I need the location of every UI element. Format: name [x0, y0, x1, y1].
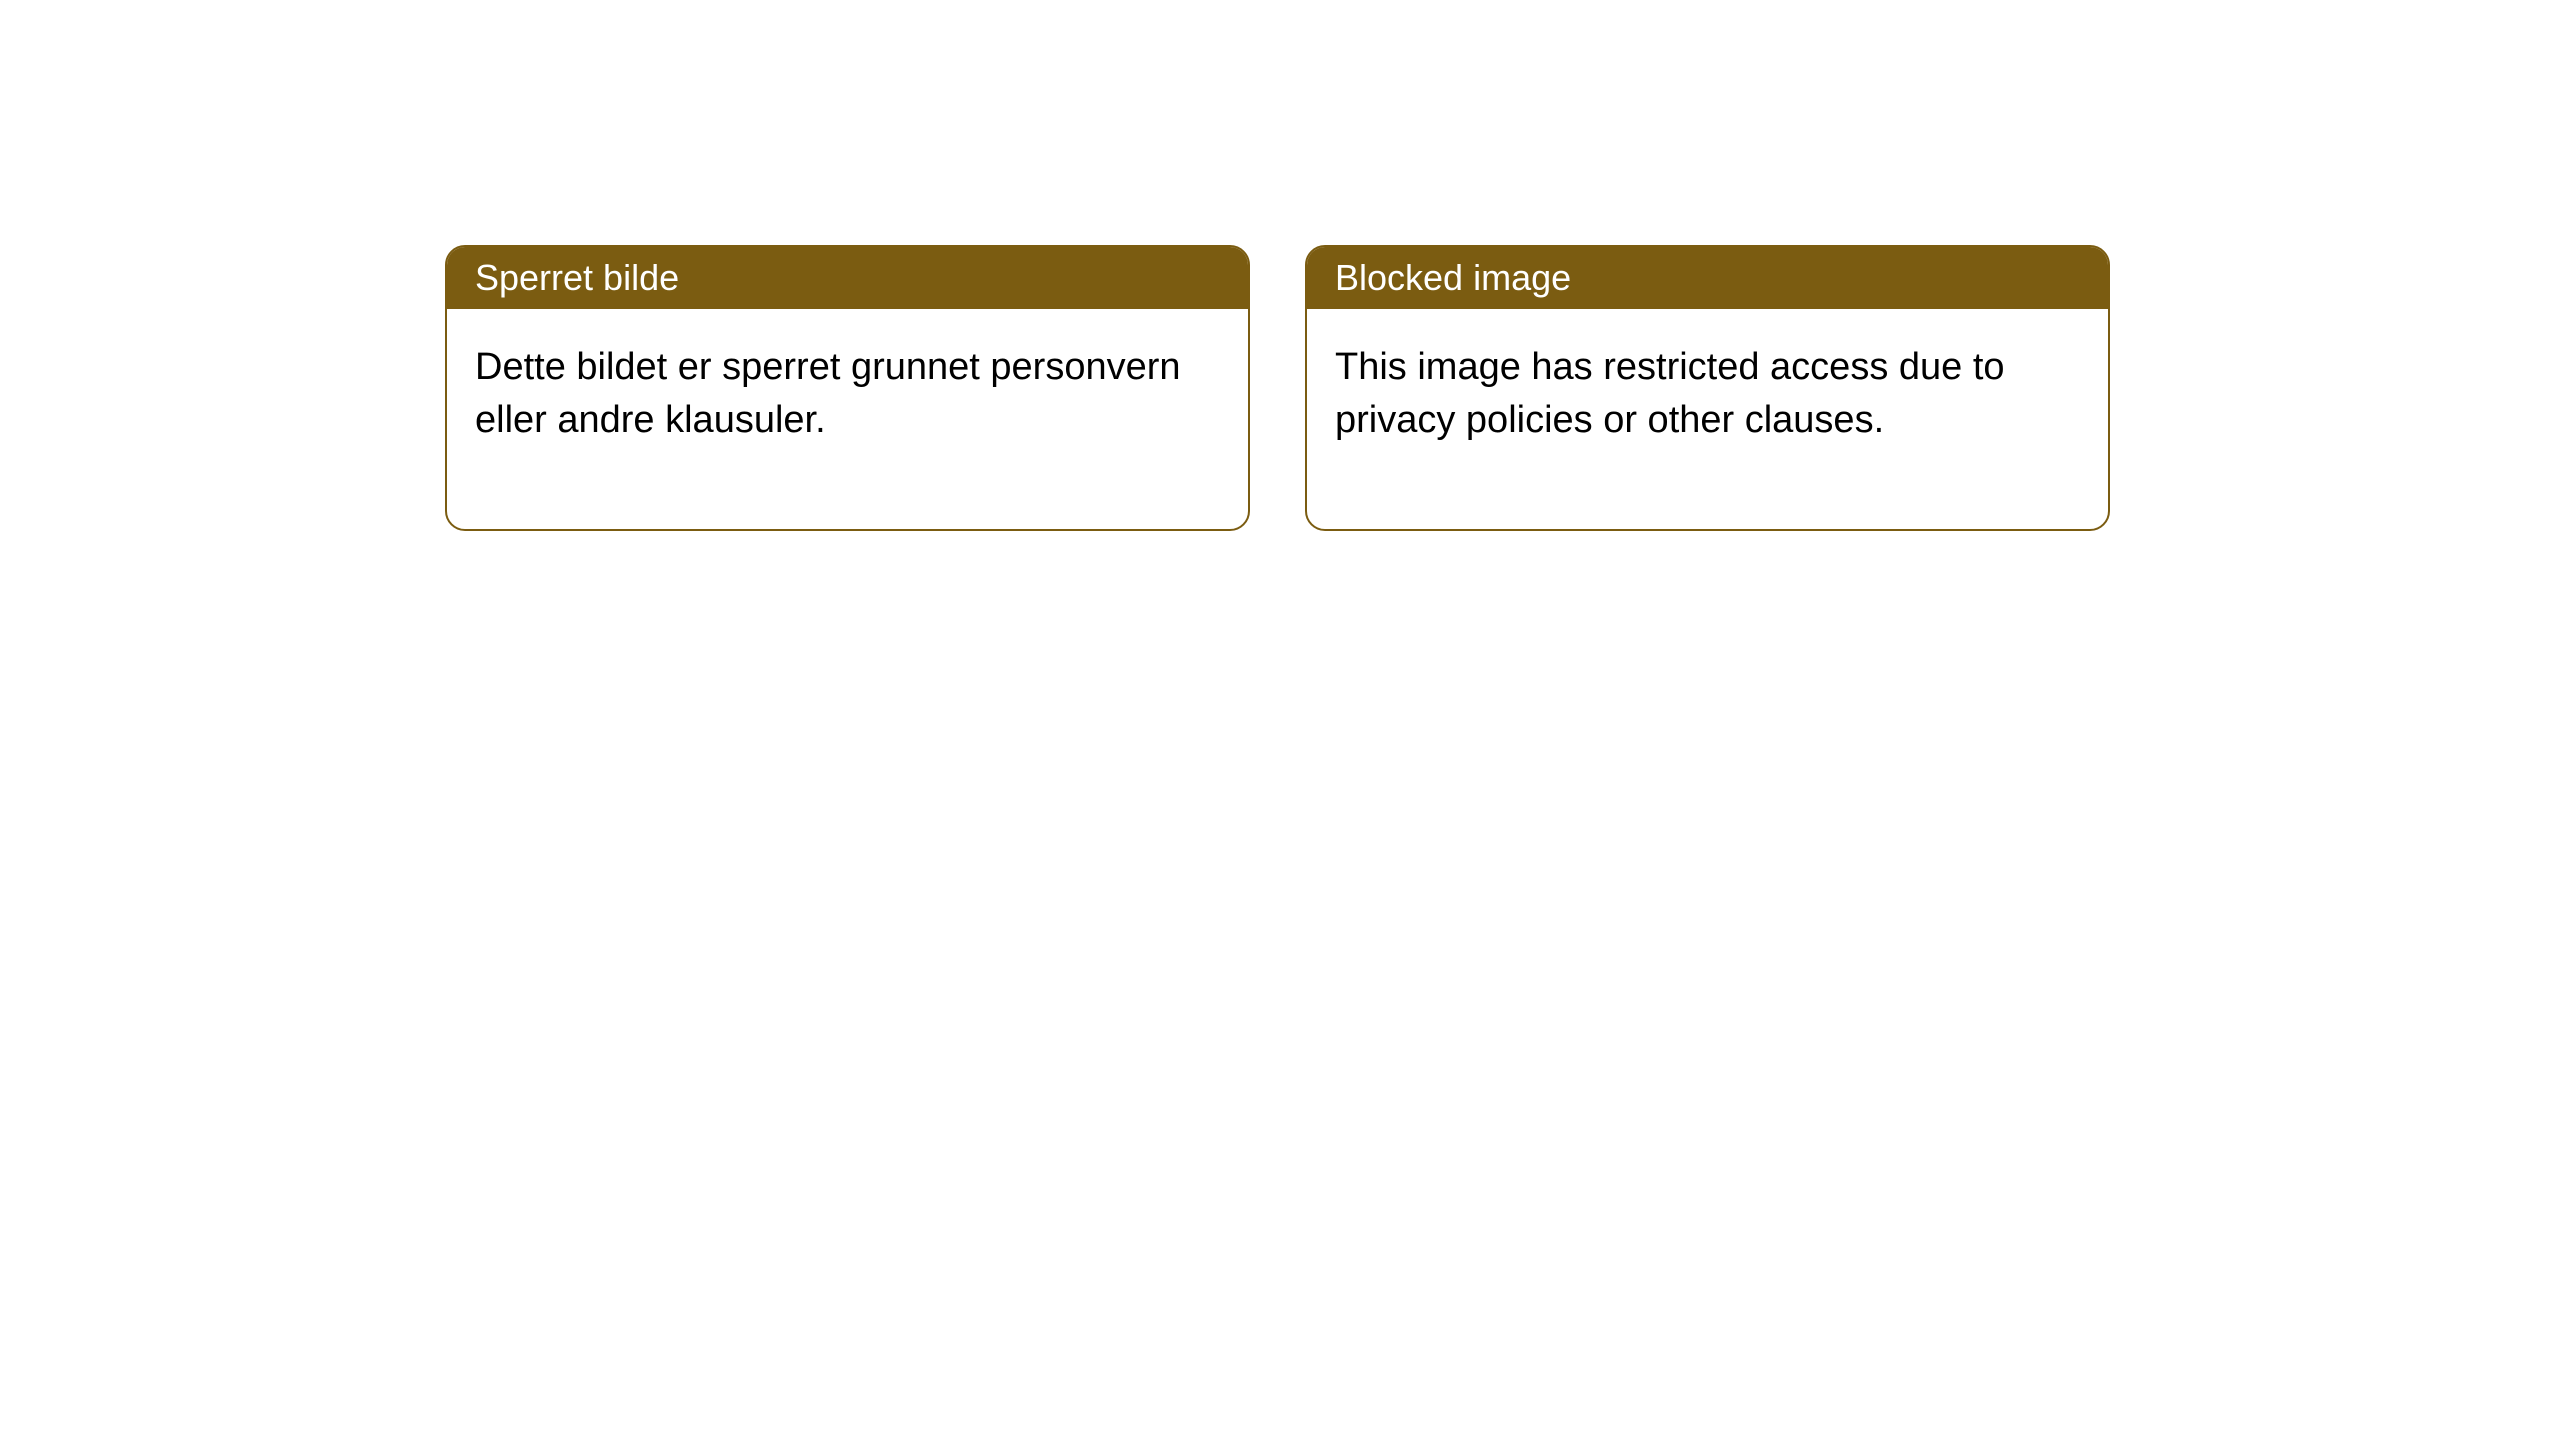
notice-card-norwegian: Sperret bilde Dette bildet er sperret gr…	[445, 245, 1250, 531]
notice-card-header: Sperret bilde	[447, 247, 1248, 309]
notice-card-header: Blocked image	[1307, 247, 2108, 309]
notice-card-body: Dette bildet er sperret grunnet personve…	[447, 309, 1248, 529]
notice-card-text: This image has restricted access due to …	[1335, 346, 2005, 441]
notice-card-english: Blocked image This image has restricted …	[1305, 245, 2110, 531]
notice-card-body: This image has restricted access due to …	[1307, 309, 2108, 529]
notice-card-text: Dette bildet er sperret grunnet personve…	[475, 346, 1181, 441]
notice-card-title: Sperret bilde	[475, 257, 679, 298]
notice-card-title: Blocked image	[1335, 257, 1571, 298]
notice-card-container: Sperret bilde Dette bildet er sperret gr…	[445, 245, 2110, 531]
